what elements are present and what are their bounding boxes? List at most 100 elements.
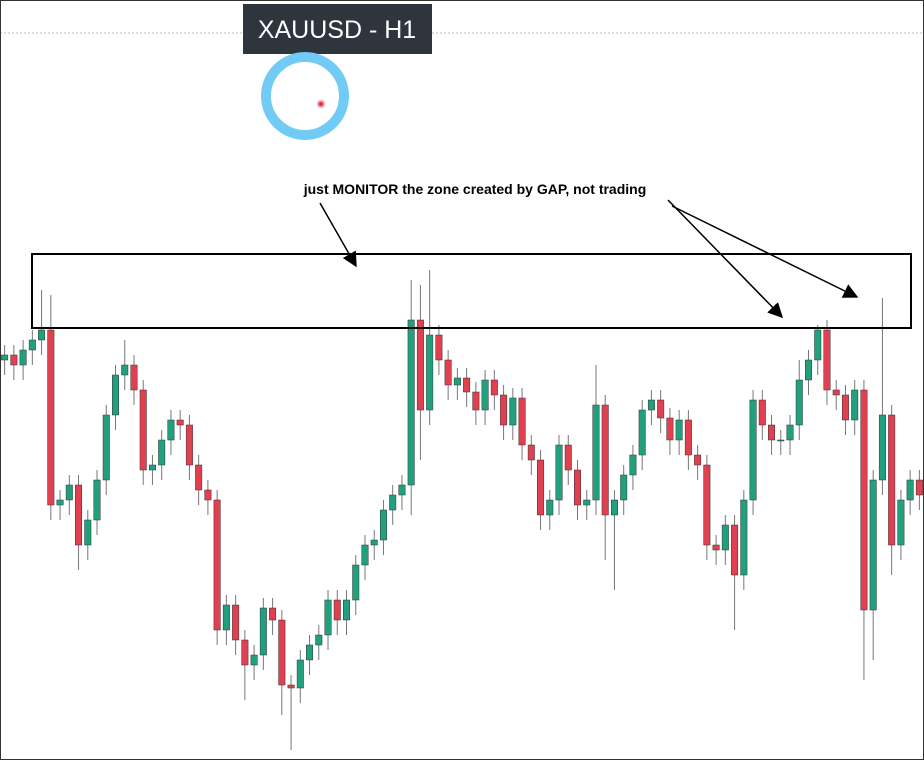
candle-body xyxy=(213,499,221,631)
candle-body xyxy=(592,404,600,501)
candle-body xyxy=(675,419,683,441)
candle-body xyxy=(805,359,812,381)
candle-body xyxy=(481,379,489,411)
candle-body xyxy=(148,464,156,471)
candle-body xyxy=(463,377,471,393)
candle-body xyxy=(666,417,674,441)
title-box xyxy=(243,4,432,54)
candle-body xyxy=(426,334,434,411)
candle-body xyxy=(10,354,18,366)
candle-body xyxy=(888,414,896,546)
candles xyxy=(1,270,923,750)
candle-body xyxy=(731,524,739,576)
candle-body xyxy=(407,319,415,486)
candle-body xyxy=(222,604,230,631)
candle-body xyxy=(472,391,480,411)
candle-body xyxy=(204,489,212,501)
cursor-dot-core xyxy=(319,102,323,106)
candle-body xyxy=(167,419,175,441)
candle-body xyxy=(795,379,803,426)
candle-body xyxy=(416,319,424,411)
candle-body xyxy=(361,544,369,566)
candle-body xyxy=(703,464,711,546)
candle-body xyxy=(546,499,554,516)
candle-body xyxy=(509,397,517,426)
arrow xyxy=(671,205,859,298)
candle-body xyxy=(638,409,646,456)
candle-body xyxy=(444,359,452,386)
arrow xyxy=(319,202,357,268)
candle-body xyxy=(158,439,166,466)
candle-body xyxy=(315,634,323,646)
candle-body xyxy=(287,684,295,689)
candle-body xyxy=(721,524,729,551)
candle-body xyxy=(758,399,766,426)
candle-body xyxy=(768,424,776,441)
candle-body xyxy=(296,659,304,689)
candle-body xyxy=(583,499,591,506)
candle-body xyxy=(823,329,831,391)
candle-body xyxy=(278,619,286,686)
candle-body xyxy=(841,394,849,421)
candle-body xyxy=(647,399,655,411)
candle-body xyxy=(555,444,563,501)
candle-body xyxy=(610,499,618,516)
candle-body xyxy=(629,454,637,476)
candle-body xyxy=(878,414,886,481)
candle-body xyxy=(324,599,332,636)
candle-body xyxy=(28,339,36,351)
candle-body xyxy=(176,419,184,426)
candle-body xyxy=(564,444,572,471)
candle-body xyxy=(897,499,905,546)
candle-body xyxy=(259,607,267,656)
candle-body xyxy=(130,364,138,391)
candle-body xyxy=(250,654,258,666)
candle-body xyxy=(269,607,277,621)
arrow xyxy=(667,199,784,319)
candle-body xyxy=(65,484,73,501)
candle-body xyxy=(620,474,628,501)
candle-body xyxy=(398,484,406,496)
candle-body xyxy=(139,389,147,471)
candle-body xyxy=(490,379,498,396)
candle-body xyxy=(352,564,360,601)
chart-title: XAUUSD - H1 xyxy=(258,16,416,44)
candle-body xyxy=(379,509,387,541)
candle-body xyxy=(832,389,840,396)
candle-body xyxy=(75,484,83,546)
candle-body xyxy=(814,329,822,361)
candle-body xyxy=(93,479,101,521)
candle-body xyxy=(453,377,461,386)
candle-body xyxy=(19,349,27,366)
candle-body xyxy=(47,329,55,506)
candle-body xyxy=(121,364,129,376)
candle-body xyxy=(712,544,720,551)
candle-body xyxy=(601,404,609,516)
candle-body xyxy=(112,374,119,416)
candle-body xyxy=(537,459,545,516)
cursor-ring xyxy=(261,52,349,140)
candle-body xyxy=(370,539,378,546)
candle-body xyxy=(657,399,665,419)
candle-body xyxy=(102,414,110,481)
candle-body xyxy=(1,354,9,361)
candle-body xyxy=(343,599,350,621)
candle-body xyxy=(906,479,914,501)
candle-body xyxy=(574,469,581,506)
candle-body xyxy=(84,519,92,546)
candle-body xyxy=(195,464,203,491)
candle-body xyxy=(389,494,397,511)
candle-body xyxy=(869,479,877,611)
candle-body xyxy=(185,424,193,466)
candle-body xyxy=(740,499,748,576)
candle-body xyxy=(518,397,526,446)
candle-body xyxy=(684,419,692,456)
candle-body xyxy=(241,639,249,666)
candle-body xyxy=(915,479,923,496)
gap-zone xyxy=(31,253,912,329)
candle-body xyxy=(851,389,859,421)
annotation: just MONITOR the zone created by GAP, no… xyxy=(303,181,647,197)
